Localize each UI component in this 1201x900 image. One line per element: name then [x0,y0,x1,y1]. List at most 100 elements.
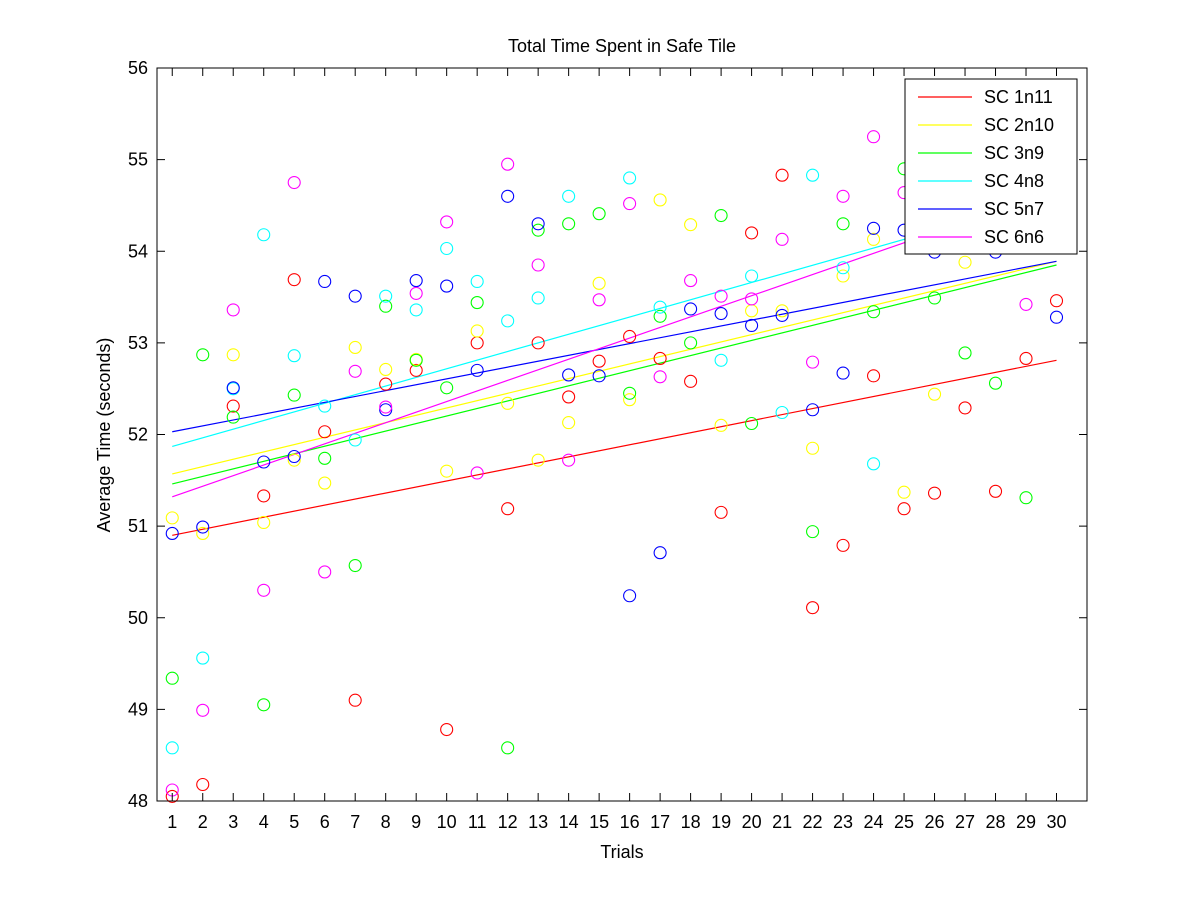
y-tick-label: 56 [128,58,148,78]
data-point [440,215,454,229]
data-point [988,376,1003,390]
x-tick-label: 15 [589,812,609,832]
legend-label: SC 2n10 [984,115,1054,135]
legend-label: SC 6n6 [984,227,1044,247]
legend: SC 1n11 SC 2n10 SC 3n9 SC 4n8 SC 5n7 SC 6n6 [904,78,1078,255]
data-point [226,381,240,395]
data-point [287,273,301,287]
data-point [440,381,454,395]
data-point [714,505,728,519]
x-tick-label: 4 [259,812,269,832]
data-point [562,453,576,467]
data-point [775,232,789,246]
data-point [318,451,332,465]
data-point [257,489,271,503]
data-point [409,274,423,288]
data-point [379,400,393,414]
data-point [684,274,698,288]
x-tick-label: 19 [711,812,731,832]
data-point [348,340,362,355]
data-point [562,217,576,231]
data-point [501,741,515,755]
data-point [714,208,728,223]
fit-line [172,264,1057,485]
data-point [988,484,1003,498]
y-tick-label: 48 [128,791,148,811]
data-point [714,418,728,432]
x-tick-label: 26 [925,812,945,832]
legend-label: SC 5n7 [984,199,1044,219]
chart-title: Total Time Spent in Safe Tile [508,36,736,56]
data-point [867,130,881,144]
data-point [958,255,972,269]
data-point [684,302,698,316]
data-point [653,300,667,314]
data-point [409,286,423,300]
data-point [836,217,850,231]
data-point [562,368,576,382]
data-point [745,416,759,431]
data-point [1019,297,1033,311]
data-point [867,457,881,471]
data-point [806,403,820,417]
data-point [531,223,545,237]
data-point [592,207,606,221]
x-tick-label: 14 [559,812,579,832]
data-point [318,399,332,413]
data-point [562,390,576,404]
x-tick-label: 2 [198,812,208,832]
data-point [348,558,362,573]
data-point [653,351,667,366]
data-point [196,526,210,541]
data-point [836,261,850,275]
data-point [684,218,698,232]
data-point [653,309,667,323]
x-tick-label: 12 [498,812,518,832]
data-point [653,370,667,384]
data-point [440,722,454,737]
x-tick-label: 23 [833,812,853,832]
data-point [165,671,179,685]
data-point [745,269,759,283]
data-point [927,291,942,305]
data-point [257,698,271,712]
data-point [836,366,850,380]
data-point [623,197,637,211]
data-point [927,387,942,401]
data-point [379,377,393,391]
data-point [592,369,606,383]
data-point [165,526,179,541]
x-tick-label: 16 [620,812,640,832]
data-point [226,303,240,317]
x-tick-label: 1 [167,812,177,832]
x-tick-label: 20 [742,812,762,832]
data-point [287,388,301,402]
x-tick-label: 7 [350,812,360,832]
data-point [257,515,271,530]
x-axis: 1 2 3 4 5 6 7 8 9 10 11 12 13 14 15 16 17 18 19 20 21 22 23 24 2… [167,68,1067,832]
data-point [409,353,423,367]
x-tick-label: 6 [320,812,330,832]
data-point [226,348,240,362]
y-tick-label: 55 [128,150,148,170]
data-point [196,703,210,717]
data-point [501,157,515,171]
data-point [623,329,637,344]
data-point [684,336,698,350]
y-tick-label: 52 [128,425,148,445]
data-point [470,274,484,289]
y-tick-label: 49 [128,699,148,719]
data-point [287,453,301,467]
data-point [867,305,881,319]
x-tick-label: 10 [437,812,457,832]
data-point [623,393,637,407]
data-point [958,346,972,360]
data-point [531,258,545,272]
data-point [623,171,637,185]
data-point [623,589,637,603]
data-point [440,279,454,293]
data-point [287,349,301,363]
data-point [897,485,911,499]
data-point [806,601,820,615]
